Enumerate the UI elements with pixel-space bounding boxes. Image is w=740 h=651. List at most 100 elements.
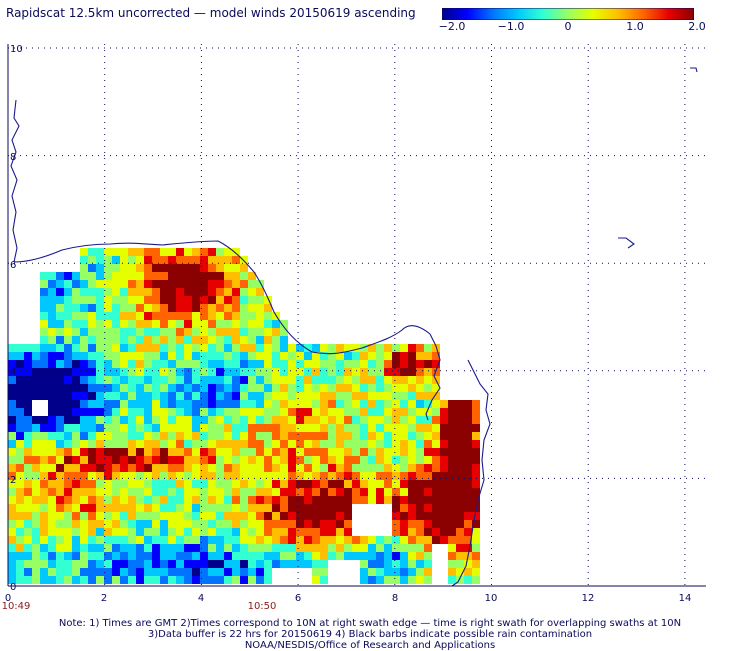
wind-cell	[184, 296, 192, 304]
wind-cell	[80, 352, 88, 360]
wind-cell	[424, 568, 432, 576]
wind-cell	[384, 552, 392, 560]
wind-cell	[208, 312, 216, 320]
wind-cell	[8, 496, 16, 504]
wind-cell	[232, 432, 240, 440]
wind-cell	[112, 392, 120, 400]
wind-cell	[104, 280, 112, 288]
wind-cell	[296, 488, 304, 496]
wind-cell	[120, 392, 128, 400]
wind-cell	[184, 552, 192, 560]
wind-cell	[144, 488, 152, 496]
wind-cell	[176, 376, 184, 384]
wind-cell	[152, 376, 160, 384]
wind-cell	[320, 448, 328, 456]
wind-cell	[64, 312, 72, 320]
wind-cell	[416, 536, 424, 544]
wind-cell	[448, 440, 456, 448]
wind-cell	[328, 376, 336, 384]
wind-cell	[216, 568, 224, 576]
wind-cell	[264, 384, 272, 392]
wind-cell	[448, 448, 456, 456]
wind-cell	[72, 344, 80, 352]
wind-cell	[128, 336, 136, 344]
wind-cell	[304, 512, 312, 520]
wind-cell	[448, 544, 456, 552]
wind-cell	[368, 496, 376, 504]
wind-cell	[248, 576, 256, 584]
wind-cell	[272, 328, 280, 336]
wind-cell	[392, 352, 400, 360]
wind-field	[8, 248, 480, 584]
x-tick-label: 10	[485, 593, 498, 604]
wind-cell	[160, 456, 168, 464]
wind-cell	[136, 392, 144, 400]
wind-cell	[280, 432, 288, 440]
wind-cell	[264, 552, 272, 560]
wind-cell	[56, 344, 64, 352]
wind-cell	[296, 496, 304, 504]
wind-cell	[360, 416, 368, 424]
wind-cell	[144, 288, 152, 296]
wind-cell	[464, 408, 472, 416]
wind-cell	[176, 496, 184, 504]
wind-cell	[104, 264, 112, 272]
wind-cell	[312, 416, 320, 424]
wind-cell	[296, 456, 304, 464]
wind-cell	[216, 528, 224, 536]
wind-cell	[24, 448, 32, 456]
wind-cell	[368, 472, 376, 480]
wind-cell	[224, 576, 232, 584]
wind-cell	[64, 448, 72, 456]
wind-cell	[40, 272, 48, 280]
wind-cell	[48, 344, 56, 352]
wind-cell	[80, 256, 88, 264]
wind-cell	[200, 408, 208, 416]
wind-cell	[80, 360, 88, 368]
wind-cell	[416, 520, 424, 528]
wind-cell	[264, 576, 272, 584]
wind-cell	[248, 352, 256, 360]
wind-cell	[288, 528, 296, 536]
wind-cell	[352, 360, 360, 368]
wind-cell	[192, 424, 200, 432]
wind-cell	[288, 360, 296, 368]
wind-cell	[272, 336, 280, 344]
wind-cell	[200, 288, 208, 296]
wind-cell	[416, 464, 424, 472]
wind-cell	[80, 552, 88, 560]
wind-cell	[248, 288, 256, 296]
wind-cell	[72, 288, 80, 296]
wind-cell	[472, 552, 480, 560]
wind-cell	[320, 384, 328, 392]
wind-cell	[280, 464, 288, 472]
wind-cell	[456, 440, 464, 448]
wind-cell	[352, 464, 360, 472]
wind-cell	[216, 280, 224, 288]
wind-cell	[200, 392, 208, 400]
wind-cell	[128, 392, 136, 400]
wind-cell	[312, 384, 320, 392]
wind-cell	[352, 408, 360, 416]
wind-cell	[376, 376, 384, 384]
wind-cell	[120, 480, 128, 488]
wind-cell	[304, 472, 312, 480]
wind-cell	[136, 464, 144, 472]
wind-cell	[112, 336, 120, 344]
wind-cell	[320, 344, 328, 352]
wind-cell	[200, 304, 208, 312]
wind-cell	[248, 488, 256, 496]
wind-cell	[40, 496, 48, 504]
wind-cell	[168, 560, 176, 568]
wind-cell	[160, 312, 168, 320]
wind-cell	[40, 568, 48, 576]
wind-cell	[80, 536, 88, 544]
wind-cell	[88, 424, 96, 432]
wind-cell	[472, 472, 480, 480]
wind-cell	[264, 304, 272, 312]
wind-cell	[464, 536, 472, 544]
wind-cell	[240, 456, 248, 464]
wind-cell	[240, 288, 248, 296]
wind-cell	[392, 480, 400, 488]
wind-cell	[312, 408, 320, 416]
